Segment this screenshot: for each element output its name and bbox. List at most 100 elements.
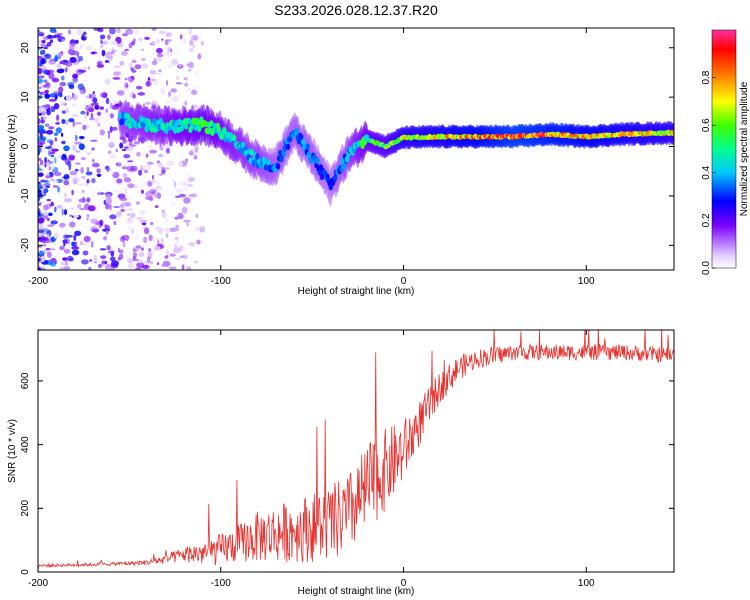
spectrogram-noise-cell: [127, 263, 134, 269]
spectrogram-noise-cell: [71, 246, 80, 250]
spectrogram-noise-cell: [131, 40, 136, 46]
spectrogram-noise-cell: [124, 187, 128, 195]
spectrogram-noise-cell: [129, 197, 133, 200]
spectrogram-noise-cell: [96, 168, 101, 174]
spectrogram-noise-cell: [38, 124, 41, 128]
spectrogram-noise-cell: [100, 39, 103, 44]
spectrogram-ridge-cell: [301, 138, 306, 146]
spectrogram-noise-cell: [141, 180, 148, 187]
spectrogram-ridge-cell: [193, 124, 199, 131]
spectrogram-noise-cell: [161, 166, 166, 173]
spectrogram-noise-cell: [104, 60, 109, 63]
spectrogram-noise-cell: [135, 217, 144, 220]
spectrogram-noise-cell: [108, 142, 115, 148]
spectrogram-noise-cell: [112, 189, 118, 193]
spectrogram-noise-cell: [43, 179, 50, 184]
snr-series-line: [38, 330, 674, 569]
spectrogram-noise-cell: [190, 193, 198, 198]
spectrogram-noise-cell: [44, 54, 49, 57]
spectrogram-noise-cell: [151, 28, 157, 31]
spectrogram-noise-cell: [65, 61, 73, 67]
spectrogram-x-tick-label: 0: [401, 276, 407, 287]
spectrogram-noise-cell: [104, 52, 112, 60]
spectrogram-noise-cell: [156, 192, 162, 200]
spectrogram-noise-cell: [111, 172, 115, 175]
spectrogram-noise-cell: [81, 190, 85, 193]
spectrogram-noise-cell: [182, 79, 190, 83]
spectrogram-noise-cell: [125, 28, 134, 35]
spectrogram-noise-cell: [184, 82, 189, 87]
spectrogram-noise-cell: [187, 173, 190, 178]
spectrogram-noise-cell: [81, 176, 86, 179]
spectrogram-noise-cell: [116, 211, 122, 218]
spectrogram-noise-cell: [153, 245, 161, 251]
spectrogram-noise-cell: [104, 78, 111, 85]
spectrogram-ridge-cell: [220, 133, 225, 140]
spectrogram-noise-cell: [38, 67, 43, 75]
spectrogram-noise-cell: [69, 171, 78, 176]
spectrogram-noise-cell: [50, 201, 54, 207]
spectrogram-noise-cell: [48, 72, 55, 80]
spectrogram-noise-cell: [161, 38, 164, 41]
spectrogram-noise-cell: [63, 145, 70, 152]
spectrogram-noise-cell: [50, 151, 56, 154]
snr-y-tick-label: 600: [20, 372, 31, 389]
spectrogram-noise-cell: [79, 207, 86, 211]
spectrogram-noise-cell: [73, 50, 79, 56]
snr-x-tick-label: 0: [401, 578, 407, 589]
snr-x-label: Height of straight line (km): [298, 586, 415, 597]
spectrogram-noise-cell: [65, 175, 70, 179]
spectrogram-noise-cell: [177, 161, 183, 168]
spectrogram-noise-cell: [47, 251, 52, 258]
spectrogram-noise-cell: [145, 153, 149, 158]
spectrogram-noise-cell: [78, 69, 86, 73]
spectrogram-noise-cell: [194, 226, 200, 231]
spectrogram-noise-cell: [41, 68, 44, 73]
spectrogram-noise-cell: [109, 28, 116, 35]
spectrogram-noise-cell: [45, 175, 51, 179]
spectrogram-noise-cell: [55, 127, 62, 134]
spectrogram-noise-cell: [48, 126, 55, 130]
spectrogram-noise-cell: [129, 142, 133, 147]
spectrogram-noise-cell: [50, 257, 57, 263]
spectrogram-noise-cell: [40, 255, 46, 263]
spectrogram-noise-cell: [145, 80, 152, 87]
spectrogram-noise-cell: [138, 169, 143, 176]
spectrogram-noise-cell: [174, 243, 178, 249]
spectrogram-noise-cell: [38, 208, 41, 215]
spectrogram-x-label: Height of straight line (km): [298, 286, 415, 297]
spectrogram-noise-cell: [137, 92, 146, 96]
spectrogram-noise-cell: [167, 63, 173, 69]
spectrogram-noise-cell: [178, 63, 182, 68]
spectrogram-noise-cell: [77, 83, 85, 90]
snr-x-tick-label: 100: [578, 578, 595, 589]
spectrogram-noise-cell: [40, 50, 44, 55]
spectrogram-noise-cell: [158, 69, 162, 73]
spectrogram-noise-cell: [138, 252, 145, 258]
spectrogram-noise-cell: [78, 198, 87, 203]
spectrogram-noise-cell: [131, 69, 137, 73]
spectrogram-noise-cell: [111, 260, 119, 267]
spectrogram-noise-cell: [116, 178, 123, 184]
spectrogram-noise-cell: [176, 239, 179, 244]
spectrogram-ridge-cell: [222, 126, 227, 134]
spectrogram-noise-cell: [121, 166, 129, 170]
spectrogram-noise-cell: [88, 266, 92, 270]
spectrogram-noise-cell: [134, 234, 139, 241]
spectrogram-noise-cell: [99, 129, 105, 136]
snr-x-axis: -200 -100 0 100: [28, 330, 595, 589]
spectrogram-noise-cell: [187, 59, 191, 64]
spectrogram-noise-cell: [169, 253, 176, 257]
spectrogram-noise-cell: [48, 98, 57, 102]
colorbar-tick-label: 0.4: [701, 165, 712, 179]
snr-y-tick-label: 200: [20, 500, 31, 517]
spectrogram-noise-cell: [74, 134, 78, 142]
spectrogram-noise-cell: [188, 176, 195, 182]
spectrogram-noise-cell: [43, 204, 49, 211]
colorbar-label: Normalized spectral amplitude: [739, 81, 750, 216]
spectrogram-noise-cell: [67, 255, 74, 262]
spectrogram-noise-cell: [129, 62, 133, 68]
spectrogram-noise-cell: [40, 83, 45, 88]
spectrogram-noise-cell: [59, 81, 67, 87]
spectrogram-x-tick-label: -100: [211, 276, 231, 287]
